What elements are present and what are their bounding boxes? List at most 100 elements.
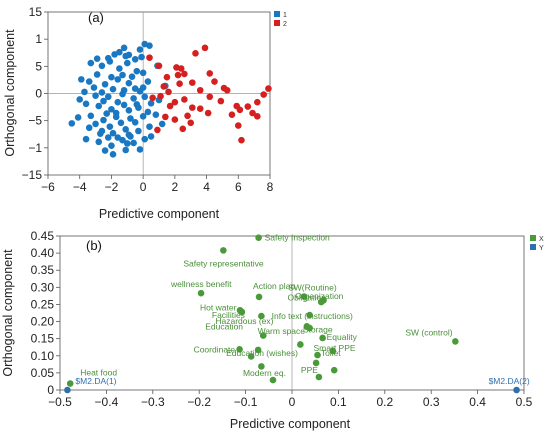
point-series-2: [149, 94, 156, 102]
point-series-1: [85, 78, 93, 85]
y-tick-label-a: −15: [22, 168, 43, 182]
point-series-2: [187, 119, 195, 127]
point-series-2: [196, 105, 204, 113]
point-series-1: [127, 133, 134, 140]
x-tick-label-a: 8: [267, 180, 274, 194]
point-label-X: Heat food: [80, 367, 117, 377]
point-label-X: Safety Inspection: [265, 233, 330, 243]
x-axis-label-a: Predictive component: [99, 207, 220, 221]
point-series-X: [258, 363, 265, 370]
point-label-X: Education (wishes): [226, 348, 298, 358]
point-series-1: [112, 109, 120, 117]
x-tick-label-b: 0: [289, 395, 296, 409]
point-label-X: Action plan: [253, 281, 295, 291]
point-series-2: [171, 116, 179, 123]
x-tick-label-a: 0: [140, 180, 147, 194]
point-series-1: [135, 127, 142, 135]
point-series-X: [258, 312, 265, 320]
point-series-1: [130, 95, 137, 102]
point-series-2: [179, 125, 187, 133]
point-label-X: Hazardous (ex): [215, 316, 273, 326]
point-label-Y: $M2.DA(1): [75, 376, 116, 386]
point-label-X: Hot water: [200, 302, 237, 312]
point-series-2: [181, 96, 188, 103]
y-tick-label-b: 0: [47, 383, 54, 397]
point-series-1: [101, 147, 109, 154]
chart-b: (b) Predictive component Orthogonal comp…: [1, 229, 544, 431]
point-series-1: [119, 71, 126, 79]
point-series-1: [116, 65, 123, 72]
point-series-1: [123, 140, 131, 147]
point-series-X: [452, 338, 459, 345]
legend-swatch-a: [274, 11, 280, 17]
x-tick-label-b: 0.3: [423, 395, 440, 409]
x-tick-label-a: 4: [203, 180, 210, 194]
point-series-2: [217, 97, 225, 105]
point-series-X: [259, 332, 267, 339]
point-series-X: [320, 297, 327, 304]
point-series-2: [260, 91, 267, 98]
point-label-X: Safety representative: [183, 258, 264, 268]
point-series-1: [103, 110, 110, 117]
point-series-2: [254, 113, 261, 120]
y-tick-label-b: 0.05: [31, 366, 55, 380]
point-label-Y: $M2.DA(2): [489, 376, 530, 386]
point-series-1: [146, 123, 153, 130]
point-label-X: Equality: [327, 332, 358, 342]
point-series-2: [228, 111, 236, 118]
point-label-X: wellness benefit: [170, 279, 232, 289]
point-series-X: [329, 347, 337, 355]
x-tick-label-a: −6: [41, 180, 55, 194]
x-tick-label-b: −0.1: [234, 395, 258, 409]
x-tick-label-a: 2: [172, 180, 179, 194]
point-series-X: [297, 341, 304, 348]
point-series-1: [92, 120, 99, 128]
point-series-2: [160, 83, 168, 90]
point-series-2: [165, 88, 172, 96]
point-label-X: Modern eq.: [243, 368, 286, 378]
ticks-a: −6 −4 −2 0 2 4 6 8 −15 −1 −5 0 5 1 15: [22, 5, 274, 194]
point-series-1: [87, 59, 95, 67]
point-series-2: [174, 71, 182, 79]
point-series-2: [211, 78, 218, 85]
y-tick-label-b: 0.25: [31, 297, 55, 311]
point-series-1: [108, 142, 115, 149]
point-label-X: SW (control): [405, 327, 452, 337]
y-tick-label-a: −1: [28, 141, 42, 155]
point-series-X: [255, 293, 263, 301]
point-series-X: [247, 353, 255, 360]
point-series-1: [146, 42, 153, 49]
x-tick-label-b: −0.5: [48, 395, 72, 409]
point-series-X: [238, 308, 246, 316]
point-series-2: [234, 122, 242, 129]
y-tick-label-a: 1: [35, 32, 42, 46]
ticks-b: −0.5 −0.4 −0.3 −0.2 −0.1 0 0.1 0.2 0.3 0.4 0.5 0 0.0…: [31, 229, 533, 409]
point-series-Y: [513, 386, 520, 394]
point-label-X: Facilities: [212, 310, 245, 320]
x-tick-label-b: 0.5: [516, 395, 533, 409]
chart-a: (a) Predictive component Orthogonal comp…: [3, 5, 287, 221]
point-label-X: SW(Routine): [288, 283, 337, 293]
point-series-1: [98, 62, 106, 70]
point-series-1: [100, 116, 107, 124]
x-tick-label-b: 0.4: [469, 395, 486, 409]
point-series-2: [201, 44, 209, 52]
point-series-1: [114, 134, 122, 141]
point-series-1: [90, 84, 98, 91]
panel-label-a: (a): [88, 10, 104, 25]
point-series-1: [127, 115, 134, 122]
point-series-2: [157, 92, 164, 100]
point-series-2: [249, 109, 256, 117]
point-series-1: [152, 111, 160, 118]
point-series-1: [92, 92, 99, 99]
point-series-1: [93, 71, 101, 78]
point-series-1: [141, 135, 149, 143]
point-series-1: [123, 59, 131, 67]
point-series-1: [82, 100, 90, 108]
point-series-1: [108, 73, 115, 81]
point-label-X: Organization: [295, 291, 343, 301]
point-series-X: [314, 351, 321, 359]
panel-label-b: (b): [86, 238, 102, 253]
point-series-1: [117, 119, 125, 127]
